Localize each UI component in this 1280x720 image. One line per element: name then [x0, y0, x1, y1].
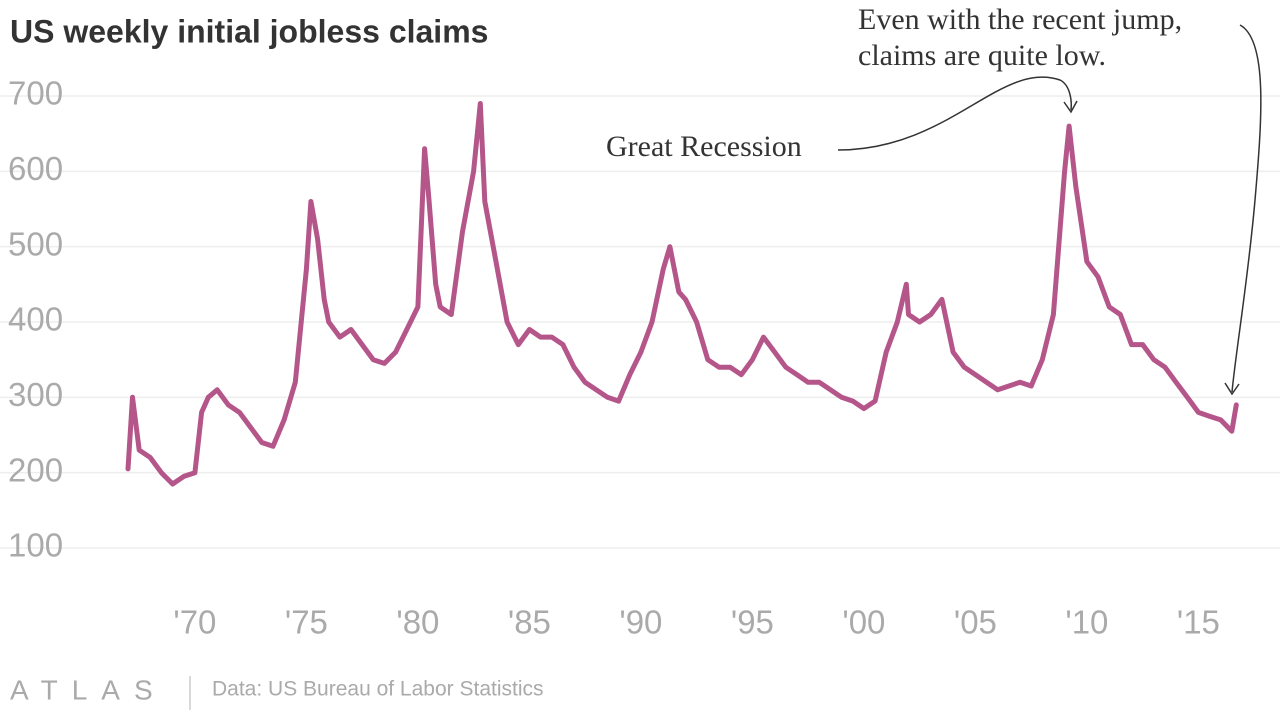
- y-tick-label: 200: [8, 451, 63, 488]
- annotation-arrow: [1231, 24, 1262, 393]
- y-tick-label: 600: [8, 150, 63, 187]
- x-tick-label: '75: [285, 604, 328, 641]
- y-tick-label: 700: [8, 75, 63, 112]
- arrow-head: [1063, 100, 1078, 114]
- x-tick-label: '00: [842, 604, 885, 641]
- x-tick-label: '05: [954, 604, 997, 641]
- y-tick-label: 300: [8, 376, 63, 413]
- y-tick-label: 400: [8, 301, 63, 338]
- y-tick-label: 500: [8, 225, 63, 262]
- x-tick-label: '10: [1065, 604, 1108, 641]
- y-tick-label: 100: [8, 527, 63, 564]
- annotation: Great Recession: [606, 130, 802, 163]
- brand-logo: ATLAS: [10, 674, 167, 705]
- x-tick-label: '95: [731, 604, 774, 641]
- source: Data: US Bureau of Labor Statistics: [212, 678, 544, 701]
- x-tick-label: '80: [396, 604, 439, 641]
- annotation: Even with the recent jump,: [858, 3, 1182, 36]
- x-tick-label: '70: [173, 604, 216, 641]
- arrow-head: [1224, 382, 1240, 396]
- annotation: claims are quite low.: [858, 39, 1106, 72]
- x-tick-label: '15: [1177, 604, 1220, 641]
- annotation-arrow: [837, 76, 1072, 151]
- x-tick-label: '85: [508, 604, 551, 641]
- data-line: [125, 101, 1239, 487]
- x-tick-label: '90: [619, 604, 662, 641]
- chart-title: US weekly initial jobless claims: [10, 13, 488, 49]
